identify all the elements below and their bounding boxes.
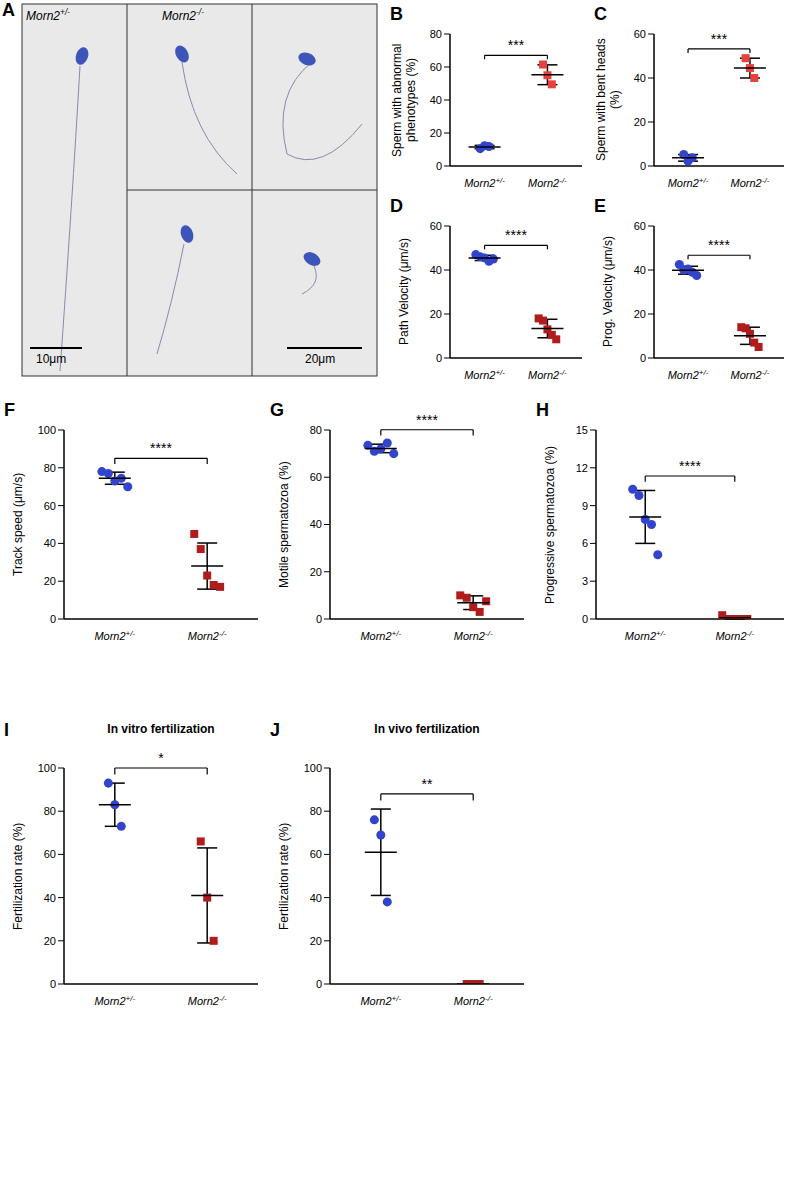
svg-text:****: ****: [679, 458, 701, 474]
svg-text:Morn2+/-: Morn2+/-: [360, 629, 401, 642]
svg-text:100: 100: [304, 762, 322, 774]
svg-text:0: 0: [50, 613, 56, 625]
svg-text:Morn2+/-: Morn2+/-: [94, 629, 135, 642]
html-text:Morn2-/-: Morn2-/-: [162, 7, 204, 23]
html-text:Sperm with bent heads (%): Sperm with bent heads (%): [594, 38, 622, 162]
svg-text:9: 9: [582, 500, 588, 512]
svg-text:20: 20: [310, 935, 322, 947]
svg-text:Morn2+/-: Morn2+/-: [360, 994, 401, 1007]
svg-text:80: 80: [310, 424, 322, 436]
svg-text:Morn2+/-: Morn2+/-: [668, 176, 709, 189]
svg-text:3: 3: [582, 575, 588, 587]
svg-text:0: 0: [436, 160, 442, 172]
html-text:Prog. Velocity (μm/s): Prog. Velocity (μm/s): [601, 236, 616, 348]
svg-text:20: 20: [634, 116, 646, 128]
html-text:B: B: [390, 4, 403, 24]
svg-text:Morn2+/-: Morn2+/-: [464, 176, 505, 189]
svg-text:60: 60: [44, 848, 56, 860]
svg-text:Morn2-/-: Morn2-/-: [715, 629, 754, 642]
svg-text:Morn2-/-: Morn2-/-: [528, 176, 567, 189]
svg-text:Morn2-/-: Morn2-/-: [188, 994, 227, 1007]
svg-text:20: 20: [310, 566, 322, 578]
svg-text:***: ***: [508, 37, 525, 53]
svg-text:Morn2-/-: Morn2-/-: [528, 368, 567, 381]
svg-text:***: ***: [711, 31, 728, 47]
html-text:Progressive spermatozoa (%): Progressive spermatozoa (%): [543, 445, 558, 604]
html-text:Track speed (μm/s): Track speed (μm/s): [11, 472, 26, 577]
html-text:G: G: [270, 400, 284, 420]
svg-text:6: 6: [582, 537, 588, 549]
svg-text:40: 40: [310, 892, 322, 904]
svg-text:80: 80: [430, 28, 442, 40]
svg-text:Morn2+/-: Morn2+/-: [94, 994, 135, 1007]
svg-text:0: 0: [436, 352, 442, 364]
svg-text:Morn2-/-: Morn2-/-: [188, 629, 227, 642]
svg-text:20: 20: [430, 127, 442, 139]
svg-text:Morn2-/-: Morn2-/-: [454, 994, 493, 1007]
svg-text:60: 60: [430, 220, 442, 232]
svg-text:40: 40: [310, 518, 322, 530]
svg-text:****: ****: [505, 227, 527, 243]
svg-text:100: 100: [38, 424, 56, 436]
svg-text:80: 80: [44, 805, 56, 817]
svg-text:60: 60: [430, 61, 442, 73]
html-text:Morn2+/-: Morn2+/-: [26, 7, 70, 23]
html-text:In vivo fertilization: In vivo fertilization: [374, 722, 480, 736]
svg-text:40: 40: [430, 264, 442, 276]
svg-text:Morn2+/-: Morn2+/-: [668, 368, 709, 381]
svg-text:**: **: [422, 776, 433, 792]
svg-text:40: 40: [634, 264, 646, 276]
html-text:Motile spermatozoa (%): Motile spermatozoa (%): [277, 461, 292, 588]
html-text:C: C: [594, 4, 607, 24]
svg-text:12: 12: [576, 462, 588, 474]
svg-text:60: 60: [310, 848, 322, 860]
svg-text:0: 0: [50, 978, 56, 990]
svg-text:0: 0: [582, 613, 588, 625]
svg-text:0: 0: [640, 160, 646, 172]
svg-text:60: 60: [310, 471, 322, 483]
html-text:D: D: [390, 196, 403, 216]
html-text:J: J: [270, 720, 280, 740]
svg-text:20: 20: [44, 935, 56, 947]
svg-text:80: 80: [44, 462, 56, 474]
svg-text:60: 60: [634, 28, 646, 40]
html-text:Sperm with abnormal phenotypes: Sperm with abnormal phenotypes (%): [390, 43, 418, 157]
svg-text:0: 0: [316, 613, 322, 625]
html-text:F: F: [4, 400, 15, 420]
svg-text:60: 60: [634, 220, 646, 232]
svg-text:0: 0: [640, 352, 646, 364]
svg-text:20: 20: [634, 308, 646, 320]
svg-text:40: 40: [44, 537, 56, 549]
html-text:I: I: [4, 720, 9, 740]
svg-text:****: ****: [416, 412, 438, 428]
html-text:Fertilization rate (%): Fertilization rate (%): [11, 822, 26, 930]
html-text:10μm: 10μm: [36, 352, 67, 366]
svg-text:Morn2+/-: Morn2+/-: [625, 629, 666, 642]
html-text:20μm: 20μm: [305, 352, 336, 366]
svg-text:Morn2+/-: Morn2+/-: [464, 368, 505, 381]
svg-text:40: 40: [430, 94, 442, 106]
svg-text:15: 15: [576, 424, 588, 436]
html-text:Fertilization rate (%): Fertilization rate (%): [277, 822, 292, 930]
svg-text:80: 80: [310, 805, 322, 817]
html-text:In vitro fertilization: In vitro fertilization: [107, 722, 215, 736]
html-text:A: A: [2, 0, 15, 20]
svg-text:40: 40: [634, 72, 646, 84]
html-text:H: H: [536, 400, 549, 420]
html-text:Path Velocity (μm/s): Path Velocity (μm/s): [397, 238, 412, 346]
svg-text:0: 0: [316, 978, 322, 990]
svg-text:****: ****: [708, 237, 730, 253]
svg-text:20: 20: [430, 308, 442, 320]
svg-text:60: 60: [44, 500, 56, 512]
svg-text:Morn2-/-: Morn2-/-: [731, 368, 770, 381]
svg-text:Morn2-/-: Morn2-/-: [454, 629, 493, 642]
svg-text:100: 100: [38, 762, 56, 774]
svg-text:20: 20: [44, 575, 56, 587]
svg-text:*: *: [158, 750, 164, 766]
svg-text:40: 40: [44, 892, 56, 904]
svg-text:Morn2-/-: Morn2-/-: [731, 176, 770, 189]
svg-text:****: ****: [150, 440, 172, 456]
html-text:E: E: [594, 196, 606, 216]
